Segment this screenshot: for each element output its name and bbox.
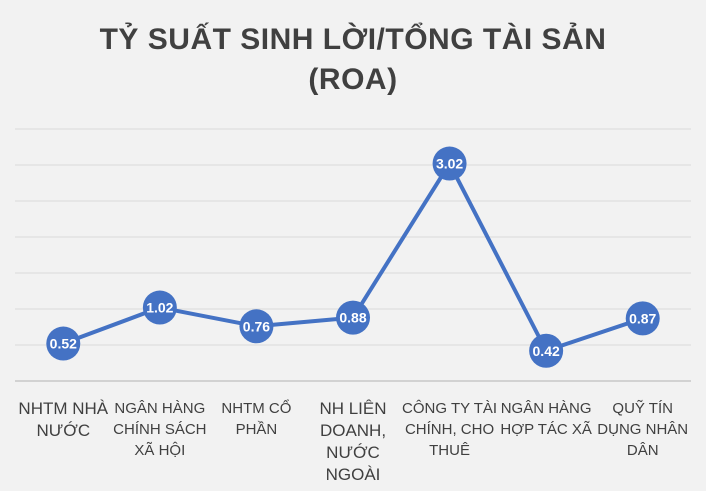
data-marker xyxy=(336,300,370,335)
data-label: 0.42 xyxy=(533,343,560,359)
data-marker xyxy=(432,146,467,181)
x-tick-label: CÔNG TY TÀI CHÍNH, CHO THUÊ xyxy=(402,400,498,459)
x-tick-label: NH LIÊN DOANH, NƯỚC NGOÀI xyxy=(319,399,387,484)
data-label: 0.88 xyxy=(339,310,366,326)
data-markers: 0.52 1.02 0.76 0.88 3.02 0.42 0.87 xyxy=(46,146,660,368)
data-marker xyxy=(529,333,564,368)
chart-subtitle: (ROA) xyxy=(308,63,398,96)
data-point[interactable]: 0.88 xyxy=(336,300,370,335)
data-marker xyxy=(142,290,177,325)
data-marker xyxy=(46,326,81,361)
data-point[interactable]: 1.02 xyxy=(142,290,177,325)
data-label: 3.02 xyxy=(436,156,463,172)
data-label: 0.87 xyxy=(629,310,656,326)
gridlines xyxy=(15,128,691,382)
data-point[interactable]: 3.02 xyxy=(432,146,467,181)
x-tick-label: NGÂN HÀNG HỢP TÁC XÃ xyxy=(500,400,592,438)
data-point[interactable]: 0.52 xyxy=(46,326,81,361)
x-tick-label: QUỸ TÍN DỤNG NHÂN DÂN xyxy=(597,400,689,459)
x-tick-label: NHTM CỔ PHẦN xyxy=(221,400,292,438)
chart-title-main: TỶ SUẤT SINH LỜI/TỔNG TÀI SẢN xyxy=(99,23,607,56)
data-point[interactable]: 0.42 xyxy=(529,333,564,368)
data-point[interactable]: 0.87 xyxy=(625,301,660,336)
x-tick-label: NGÂN HÀNG CHÍNH SÁCH XÃ HỘI xyxy=(113,400,207,459)
data-marker xyxy=(625,301,660,336)
data-point[interactable]: 0.76 xyxy=(239,309,274,344)
data-marker xyxy=(239,309,274,344)
data-label: 0.76 xyxy=(243,318,270,334)
x-tick-label: NHTM NHÀ NƯỚC xyxy=(18,399,109,440)
data-label: 1.02 xyxy=(146,300,173,316)
chart-title: TỶ SUẤT SINH LỜI/TỔNG TÀI SẢN (ROA) xyxy=(0,20,706,100)
data-label: 0.52 xyxy=(50,336,77,352)
